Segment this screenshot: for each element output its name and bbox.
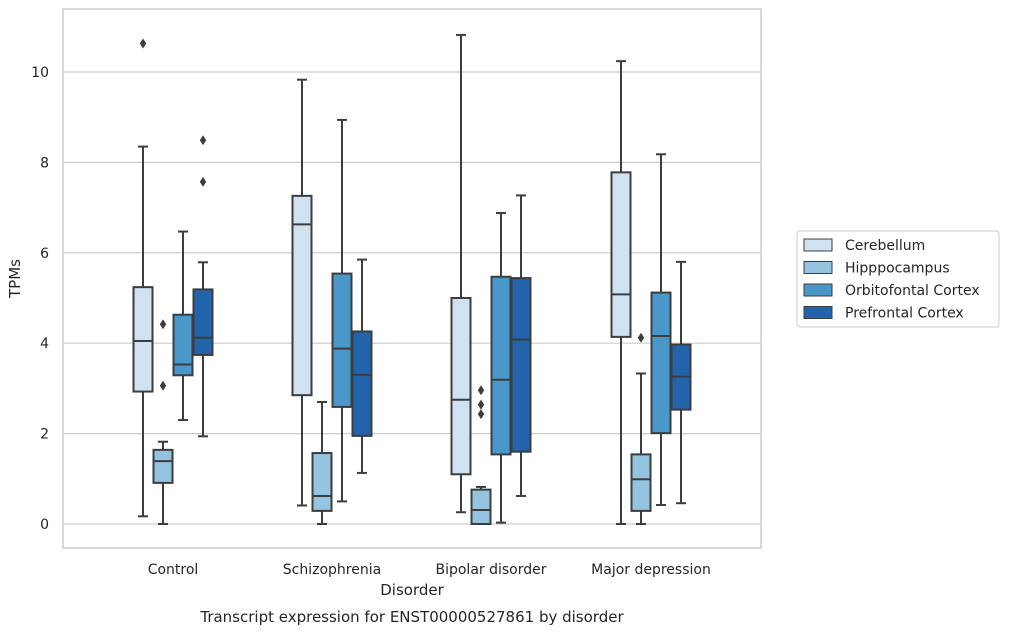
boxes — [132, 33, 692, 526]
y-tick-label: 0 — [40, 517, 49, 533]
box — [650, 291, 672, 435]
plot-area-frame — [62, 8, 762, 549]
y-tick-label: 2 — [40, 427, 49, 443]
legend-items: Cerebellum Hipppocampus Orbitofontal Corte… — [803, 238, 980, 322]
box — [470, 488, 492, 526]
box — [351, 330, 373, 437]
outlier-point — [199, 135, 207, 146]
legend-swatch — [803, 306, 833, 319]
outlier-point — [199, 176, 207, 187]
box — [152, 448, 174, 484]
box — [490, 275, 512, 456]
outlier-point — [159, 319, 167, 330]
legend-swatch — [803, 283, 833, 297]
x-axis-ticks: Control Schizophrenia Bipolar disorder Majo… — [148, 562, 711, 578]
box — [510, 277, 532, 453]
y-axis-label: TPMs — [6, 259, 24, 299]
box-group — [291, 78, 313, 507]
box-group — [450, 33, 472, 514]
box-group — [490, 212, 512, 524]
outlier-point — [477, 409, 485, 420]
box-group — [331, 118, 353, 503]
legend-frame — [796, 230, 1000, 328]
box-group — [152, 319, 174, 525]
outlier-point — [637, 332, 645, 343]
box — [172, 313, 194, 377]
box-group — [470, 385, 492, 526]
box — [331, 272, 353, 408]
legend: Cerebellum Hipppocampus Orbitofontal Corte… — [796, 230, 1000, 328]
legend-item: Prefrontal Cortex — [803, 306, 964, 322]
box — [630, 453, 652, 512]
box-group — [610, 60, 632, 525]
legend-label: Orbitofontal Cortex — [845, 283, 980, 299]
box — [132, 286, 154, 393]
x-tick-label: Schizophrenia — [283, 562, 381, 578]
legend-item: Cerebellum — [803, 238, 925, 254]
box-group — [132, 38, 154, 518]
outlier-point — [477, 399, 485, 410]
legend-item: Orbitofontal Cortex — [803, 283, 980, 299]
outlier-point — [159, 380, 167, 391]
box-group — [311, 400, 333, 525]
box-group — [650, 153, 672, 507]
chart-caption: Transcript expression for ENST0000052786… — [199, 608, 624, 626]
x-tick-label: Bipolar disorder — [435, 562, 546, 578]
legend-label: Prefrontal Cortex — [845, 306, 964, 322]
x-axis-label: Disorder — [380, 581, 444, 599]
box-group — [510, 194, 532, 497]
legend-swatch — [803, 261, 833, 274]
box — [450, 297, 472, 476]
box — [291, 194, 313, 397]
box-group — [670, 260, 692, 505]
box-group — [192, 135, 214, 438]
y-tick-label: 10 — [31, 65, 49, 81]
y-tick-label: 8 — [40, 155, 49, 171]
x-tick-label: Major depression — [591, 562, 711, 578]
legend-swatch — [803, 238, 833, 252]
box — [610, 171, 632, 338]
y-tick-label: 6 — [40, 246, 49, 262]
box-group — [630, 332, 652, 525]
x-tick-label: Control — [148, 562, 199, 578]
box — [311, 452, 333, 512]
legend-item: Hipppocampus — [803, 261, 950, 277]
box-group — [351, 258, 373, 474]
legend-label: Cerebellum — [845, 238, 925, 254]
box-group — [172, 230, 194, 422]
y-axis-ticks: 0 2 4 6 8 10 — [31, 65, 49, 533]
y-tick-label: 4 — [40, 336, 49, 352]
legend-label: Hipppocampus — [845, 261, 950, 277]
outlier-point — [139, 38, 147, 49]
outlier-point — [477, 385, 485, 396]
box — [192, 288, 214, 356]
